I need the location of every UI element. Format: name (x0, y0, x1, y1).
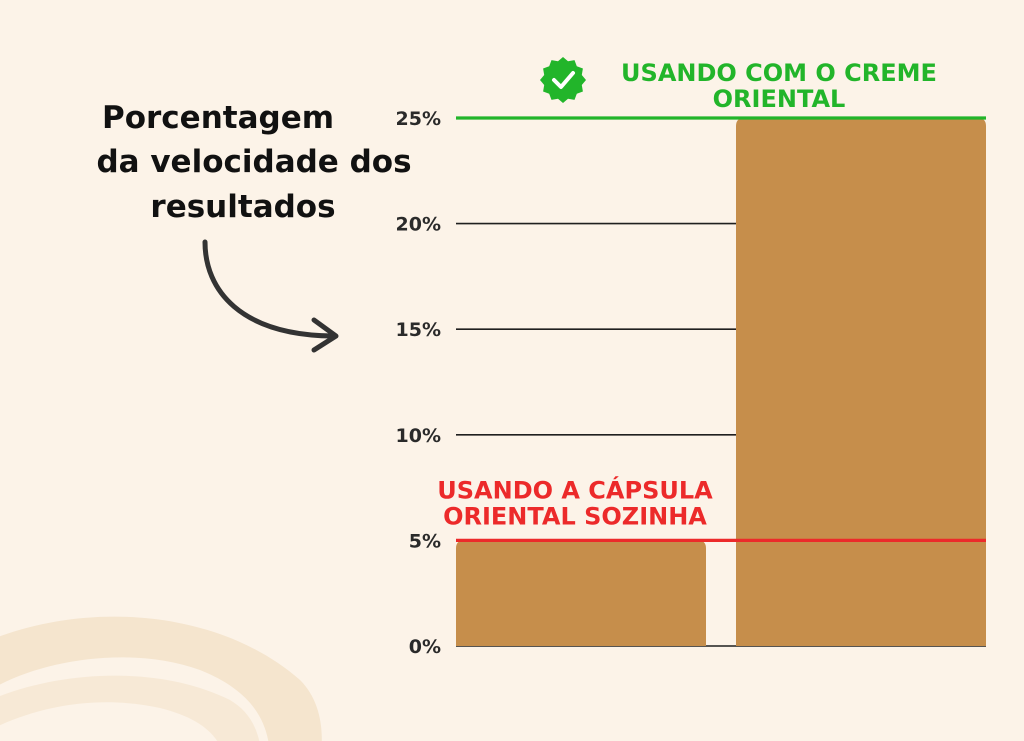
brush-stroke-decoration (0, 616, 322, 741)
bars (456, 118, 986, 646)
y-tick-label: 10% (396, 425, 441, 447)
side-title-line-2: da velocidade dos (96, 144, 411, 180)
y-tick-label: 5% (409, 530, 441, 552)
curved-arrow-icon (202, 239, 339, 353)
check-badge-icon (540, 57, 586, 103)
y-tick-label: 20% (396, 214, 441, 236)
side-title-line-1: Porcentagem (102, 100, 334, 136)
bar-1 (456, 540, 706, 646)
annotation-red-line-1: USANDO A CÁPSULA (437, 475, 713, 504)
bar-2 (736, 118, 986, 646)
annotation-red-line-2: ORIENTAL SOZINHA (443, 502, 707, 530)
reference-lines (456, 116, 986, 543)
y-tick-label: 15% (396, 319, 441, 341)
annotation-green-line-1: USANDO COM O CREME (621, 59, 937, 87)
annotation-green-line-2: ORIENTAL (713, 85, 846, 113)
y-axis-tick-labels: 0% 5% 10% 15% 20% 25% (396, 108, 441, 658)
y-tick-label: 0% (409, 636, 441, 658)
y-tick-label: 25% (396, 108, 441, 130)
side-title-line-3: resultados (150, 189, 335, 225)
brush-stroke-decoration-inner (0, 675, 260, 741)
